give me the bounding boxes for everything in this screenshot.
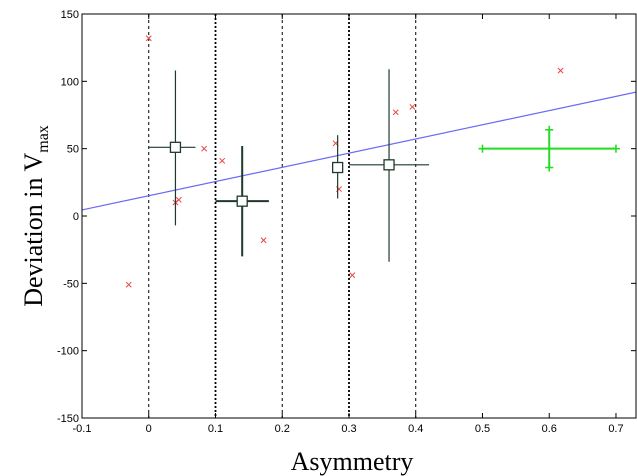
scatter-point — [349, 272, 356, 279]
scatter-point-stroke — [260, 237, 267, 244]
scatter-point-stroke — [201, 145, 208, 152]
binned-mean — [348, 69, 430, 262]
binned-mean — [215, 145, 269, 257]
reference-cross-layer — [478, 125, 620, 172]
scatter-layer — [125, 35, 564, 288]
scatter-point-stroke — [125, 281, 132, 288]
scatter-point — [260, 237, 267, 244]
x-tick-label: 0.2 — [275, 423, 290, 435]
x-tick-label: 0 — [146, 423, 152, 435]
y-tick-label: -150 — [57, 413, 79, 425]
x-tick-label: 0.6 — [542, 423, 557, 435]
y-tick-label: 0 — [73, 211, 79, 223]
scatter-point — [557, 67, 564, 74]
reference-cross — [478, 125, 620, 172]
binned-mean-marker — [236, 195, 248, 207]
y-tick-label: 150 — [61, 9, 79, 21]
scatter-point-stroke — [392, 109, 399, 116]
plot-frame — [81, 13, 637, 419]
scatter-point — [175, 196, 182, 203]
scatter-point — [409, 103, 416, 110]
vertical-guide-lines — [148, 14, 417, 418]
scatter-point-stroke — [557, 67, 564, 74]
fit-line-layer — [81, 91, 637, 211]
scatter-point — [219, 157, 226, 164]
y-axis-label-main: Deviation in V — [19, 153, 48, 307]
tick-labels-layer: -0.1 0 0.1 0.2 0.3 0.4 0.5 0.6 0.7 -150 -100 -50 0 50… — [57, 9, 624, 435]
scatter-point-stroke — [349, 272, 356, 279]
axes-layer — [81, 13, 637, 419]
scatter-point — [201, 145, 208, 152]
y-axis-label: Deviation in Vmax — [19, 125, 52, 307]
scatter-point — [145, 35, 152, 42]
y-tick-label: 100 — [61, 76, 79, 88]
x-tick-label: 0.4 — [408, 423, 423, 435]
x-tick-label: 0.5 — [475, 423, 490, 435]
x-axis-label: Asymmetry — [291, 447, 414, 476]
y-tick-label: -100 — [57, 346, 79, 358]
scatter-point — [125, 281, 132, 288]
x-tick-label: 0.7 — [608, 423, 623, 435]
x-tick-label: -0.1 — [73, 423, 92, 435]
binned-mean-marker — [383, 159, 395, 171]
binned-mean — [148, 70, 196, 226]
scatter-point — [392, 109, 399, 116]
y-tick-label: -50 — [63, 278, 79, 290]
y-axis-label-subscript: max — [35, 125, 52, 153]
binned-mean-marker — [331, 161, 344, 174]
scatter-point-stroke — [175, 196, 182, 203]
fit-line — [81, 91, 637, 211]
x-tick-label: 0.3 — [341, 423, 356, 435]
y-tick-label: 50 — [67, 144, 79, 156]
binned-mean — [331, 135, 344, 199]
binned-mean-marker — [169, 141, 182, 153]
x-tick-label: 0.1 — [208, 423, 223, 435]
binned-means-layer — [148, 69, 430, 262]
scatter-point-stroke — [219, 157, 226, 164]
scatter-point-stroke — [409, 103, 416, 110]
scatter-point-stroke — [145, 35, 152, 42]
